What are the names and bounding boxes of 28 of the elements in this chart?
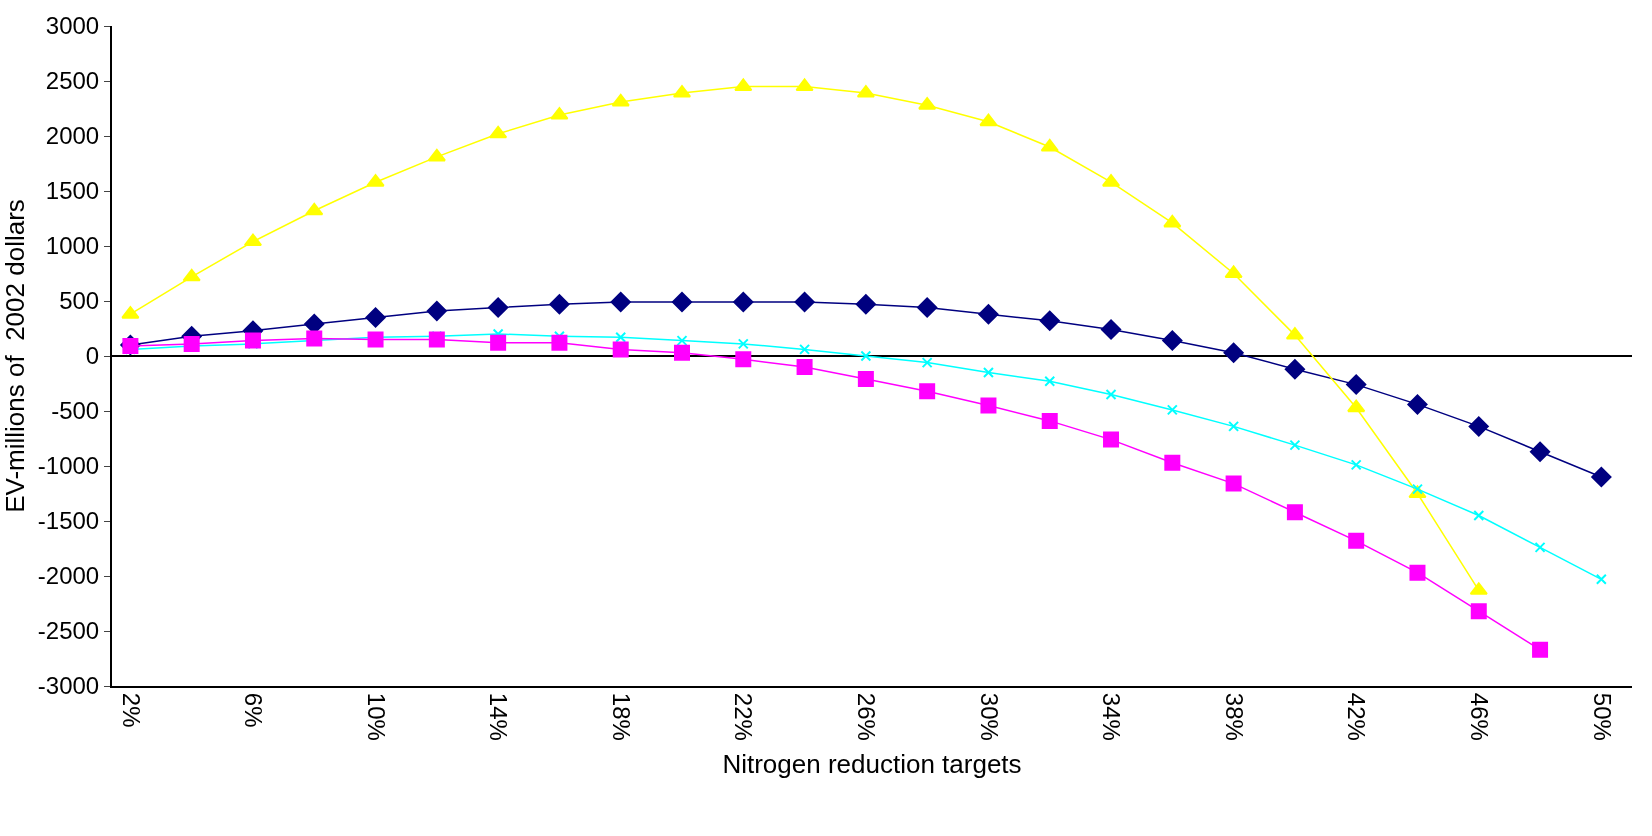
y-tick-label: 2000 — [45, 122, 100, 150]
x-tick-label: 14% — [485, 692, 513, 741]
x-tick-label: 46% — [1465, 692, 1493, 741]
x-tick-label: 30% — [975, 692, 1003, 741]
x-tick-label: 22% — [730, 692, 758, 741]
y-axis-title: EV-millions of 2002 dollars — [0, 199, 30, 513]
x-tick-label: 2% — [117, 692, 145, 728]
x-tick-label: 26% — [853, 692, 881, 741]
x-tick-label: 38% — [1220, 692, 1248, 741]
y-tick-label: 1500 — [45, 177, 100, 205]
y-tick-label: 500 — [59, 287, 100, 315]
x-tick-label: 18% — [607, 692, 635, 741]
y-tick-label: -1500 — [37, 507, 100, 535]
x-tick-label: 10% — [362, 692, 390, 741]
y-tick-label: -3000 — [37, 672, 100, 700]
y-tick-label: 1000 — [45, 232, 100, 260]
x-axis-title: Nitrogen reduction targets — [722, 749, 1022, 780]
y-tick-label: -2000 — [37, 562, 100, 590]
x-tick-label: 34% — [1098, 692, 1126, 741]
y-tick-label: -2500 — [37, 617, 100, 645]
x-tick-label: 6% — [240, 692, 268, 728]
y-tick-label: -500 — [51, 397, 100, 425]
x-tick-label: 50% — [1588, 692, 1616, 741]
y-tick-label: 2500 — [45, 67, 100, 95]
y-tick-label: 3000 — [45, 12, 100, 40]
y-tick-label: -1000 — [37, 452, 100, 480]
x-tick-label: 42% — [1343, 692, 1371, 741]
y-tick-label: 0 — [85, 342, 100, 370]
